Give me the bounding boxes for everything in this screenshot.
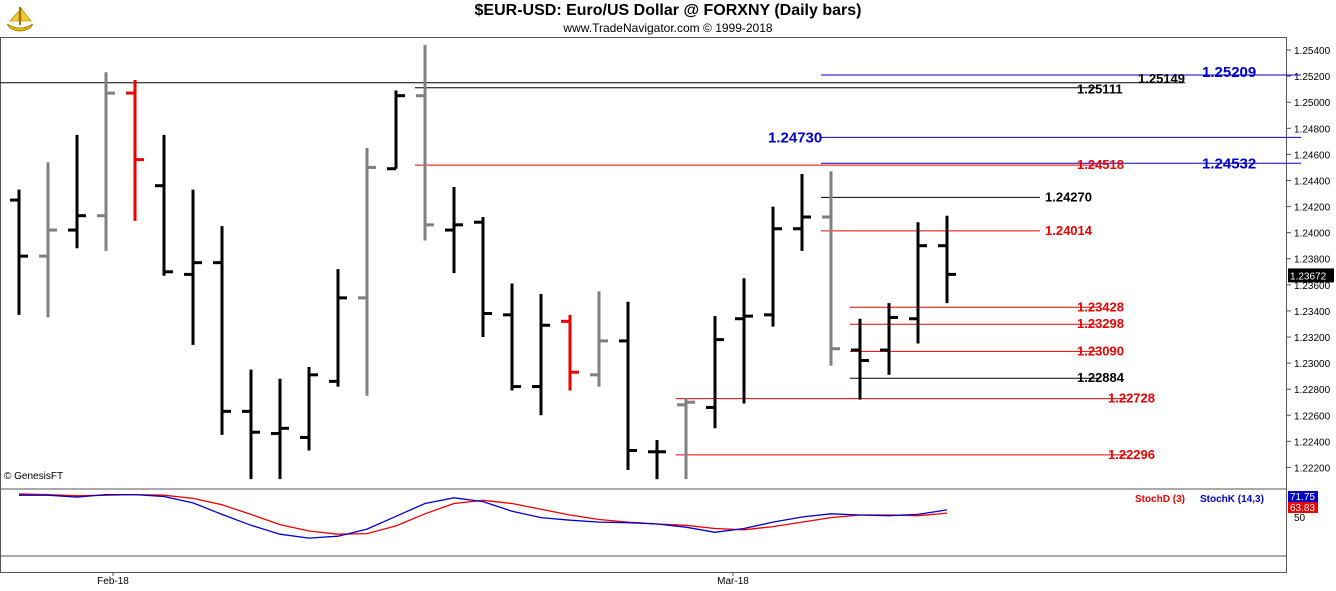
stoch-d-value: 63.83: [1290, 503, 1315, 514]
ohlc-bar: [764, 206, 782, 327]
ohlc-bar: [851, 318, 869, 400]
time-tick-label: Feb-18: [97, 576, 129, 587]
ohlc-bar: [880, 303, 898, 375]
level-label: 1.23090: [1077, 343, 1124, 358]
stoch-k-line: [19, 493, 948, 539]
ohlc-bar: [648, 440, 666, 480]
ohlc-bar: [329, 269, 347, 387]
ohlc-bar: [126, 80, 144, 221]
chart-subtitle: www.TradeNavigator.com © 1999-2018: [563, 21, 773, 35]
ohlc-bar: [503, 283, 521, 391]
price-tick-label: 1.23600: [1294, 281, 1331, 292]
price-axis: 1.25400 1.25200 1.25000 1.24800 1.24600 1.244…: [1286, 46, 1334, 474]
price-tick-label: 1.23200: [1294, 333, 1331, 344]
stoch-d-legend: StochD (3): [1135, 494, 1185, 505]
price-tick-label: 1.24000: [1294, 229, 1331, 240]
time-tick-label: Mar-18: [717, 576, 749, 587]
ohlc-bar: [213, 226, 231, 435]
price-tick-label: 1.25200: [1294, 72, 1331, 83]
price-levels: 1.25209 1.25149 1.25111 1.24730 1.24532 1.245…: [0, 64, 1301, 462]
stoch-k-legend: StochK (14,3): [1200, 494, 1264, 505]
ohlc-bar: [97, 72, 115, 251]
ohlc-bar: [300, 367, 318, 451]
price-tick-label: 1.25000: [1294, 98, 1331, 109]
last-price-label: 1.23672: [1290, 271, 1327, 282]
level-label: 1.24532: [1202, 155, 1256, 172]
ohlc-bar: [619, 301, 637, 471]
price-tick-label: 1.24600: [1294, 150, 1331, 161]
ohlc-bar: [387, 90, 405, 171]
price-tick-label: 1.25400: [1294, 46, 1331, 57]
level-label: 1.24518: [1077, 157, 1124, 172]
ohlc-bar: [68, 134, 86, 249]
level-label: 1.23428: [1077, 299, 1124, 314]
price-tick-label: 1.24800: [1294, 124, 1331, 135]
ohlc-bar: [735, 278, 753, 404]
ohlc-bar: [938, 215, 956, 304]
stoch-d-line: [18, 493, 948, 535]
ohlc-bar: [677, 398, 695, 480]
ohlc-bar: [706, 316, 724, 429]
level-label: 1.25209: [1202, 64, 1256, 81]
level-label: 1.22728: [1108, 391, 1155, 406]
level-label: 1.24270: [1045, 189, 1092, 204]
time-axis: Feb-18 Mar-18: [97, 572, 749, 587]
ohlc-bar: [590, 291, 608, 387]
stoch-k-value-box: [1288, 491, 1318, 502]
ohlc-bar: [909, 222, 927, 344]
chart-title: $EUR-USD: Euro/US Dollar @ FORXNY (Daily…: [474, 2, 862, 19]
price-tick-label: 1.22200: [1294, 463, 1331, 474]
watermark-label: © GenesisFT: [4, 471, 63, 482]
price-tick-label: 1.22600: [1294, 411, 1331, 422]
ohlc-bar: [561, 314, 579, 391]
ohlc-bar: [155, 134, 173, 276]
level-label: 1.24730: [768, 129, 822, 146]
last-price-box: [1288, 268, 1334, 283]
ohlc-bar: [39, 162, 57, 318]
level-label: 1.25111: [1077, 82, 1123, 97]
price-bars: © GenesisFT: [4, 44, 956, 482]
ohlc-bar: [416, 44, 434, 241]
ohlc-bar: [474, 217, 492, 337]
ohlc-bar: [822, 171, 840, 366]
tradenavigator-logo-icon: [4, 2, 36, 34]
level-label: 1.23298: [1077, 316, 1124, 331]
price-tick-label: 1.22400: [1294, 437, 1331, 448]
price-tick-label: 1.24200: [1294, 203, 1331, 214]
ohlc-bar: [358, 147, 376, 396]
ohlc-bar: [532, 293, 550, 416]
level-label: 1.22296: [1108, 447, 1155, 462]
level-label: 1.25149: [1138, 71, 1185, 86]
level-label: 1.22884: [1077, 370, 1125, 385]
level-label: 1.24014: [1045, 223, 1093, 238]
price-tick-label: 1.23400: [1294, 307, 1331, 318]
ohlc-bar: [445, 187, 463, 274]
ohlc-bar: [184, 189, 202, 345]
price-tick-label: 1.24400: [1294, 176, 1331, 187]
stoch-d-value-box: [1288, 502, 1318, 513]
ohlc-bar: [10, 189, 28, 315]
ohlc-bar: [242, 369, 260, 480]
price-tick-label: 1.22800: [1294, 385, 1331, 396]
stoch-k-value: 71.75: [1290, 492, 1315, 503]
ohlc-bar: [271, 378, 289, 480]
ohlc-bar: [793, 173, 811, 251]
stoch-tick-label: 50: [1294, 513, 1306, 524]
price-tick-label: 1.23000: [1294, 359, 1331, 370]
chart-frame: [0, 37, 1287, 573]
price-tick-label: 1.23800: [1294, 255, 1331, 266]
